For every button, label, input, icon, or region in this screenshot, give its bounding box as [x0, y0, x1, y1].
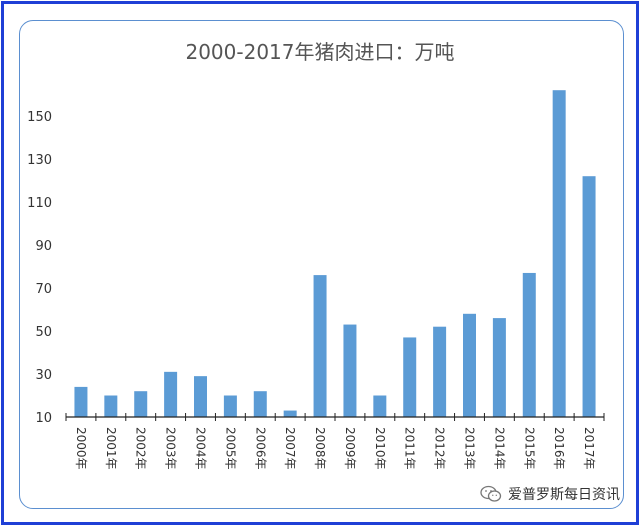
- bar: [223, 395, 237, 417]
- bar: [433, 326, 447, 417]
- bars: [74, 90, 596, 417]
- x-tick-label: 2005年: [223, 427, 237, 470]
- bar: [343, 324, 357, 417]
- bar: [194, 376, 207, 417]
- x-tick-label: 2012年: [433, 427, 447, 470]
- bar: [164, 371, 178, 417]
- x-tick-label: 2007年: [283, 427, 297, 470]
- y-tick-label: 30: [35, 368, 52, 383]
- x-tick-label: 2011年: [403, 427, 417, 470]
- bar: [134, 391, 148, 417]
- x-tick-label: 2004年: [194, 427, 208, 470]
- bar: [492, 318, 506, 417]
- x-tick-label: 2001年: [104, 427, 118, 470]
- x-tick-label: 2000年: [74, 427, 88, 470]
- x-tick-label: 2017年: [582, 427, 596, 470]
- x-tick-label: 2008年: [313, 427, 327, 470]
- bar: [552, 90, 566, 417]
- bar: [313, 275, 327, 417]
- x-tick-label: 2014年: [492, 427, 506, 470]
- bar: [522, 272, 536, 417]
- y-tick-label: 150: [27, 110, 52, 125]
- x-tick-label: 2006年: [253, 427, 267, 470]
- chart-card: [19, 20, 624, 509]
- chart-title: 2000-2017年猪肉进口：万吨: [185, 40, 455, 64]
- y-axis: 10 30 50 70 90 110 130 150: [27, 110, 52, 426]
- wechat-icon: [480, 485, 502, 502]
- y-tick-label: 10: [35, 411, 52, 426]
- bar: [104, 395, 118, 417]
- x-tick-label: 2009年: [343, 427, 357, 470]
- bar: [582, 176, 596, 417]
- y-tick-label: 50: [35, 325, 52, 340]
- x-tick-label: 2003年: [164, 427, 178, 470]
- bar: [74, 386, 88, 417]
- y-tick-label: 130: [27, 153, 52, 168]
- x-tick-label: 2016年: [552, 427, 566, 470]
- bar: [373, 395, 387, 417]
- watermark-text: 爱普罗斯每日资讯: [508, 487, 620, 503]
- watermark: 爱普罗斯每日资讯: [480, 484, 620, 504]
- bar: [253, 391, 267, 417]
- x-axis: 2000年 2001年 2002年 2003年 2004年 2005年 2006年 2007年…: [65, 413, 605, 470]
- x-tick-label: 2002年: [134, 427, 148, 470]
- x-tick-label: 2013年: [463, 427, 477, 470]
- y-tick-label: 90: [35, 239, 52, 254]
- x-tick-label: 2015年: [522, 427, 536, 470]
- y-tick-label: 70: [35, 282, 52, 297]
- x-tick-label: 2010年: [373, 427, 387, 470]
- y-tick-label: 110: [27, 196, 52, 211]
- bar: [463, 313, 476, 417]
- bar: [403, 337, 417, 417]
- bar: [283, 410, 297, 417]
